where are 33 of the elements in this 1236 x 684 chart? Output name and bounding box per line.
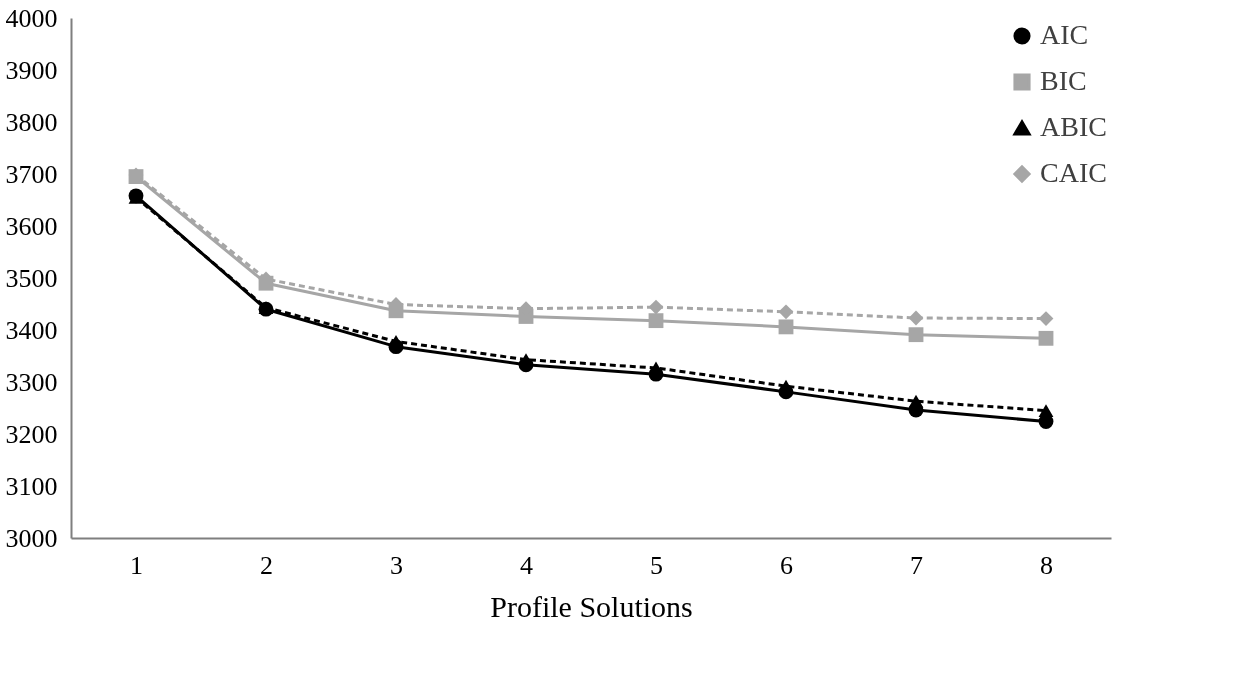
x-tick-label: 7 [910, 550, 923, 580]
legend-label: BIC [1040, 65, 1087, 96]
x-tick-label: 8 [1040, 550, 1053, 580]
y-tick-label: 3300 [5, 367, 58, 397]
y-tick-label: 3500 [5, 263, 58, 293]
y-tick-label: 3400 [5, 315, 58, 345]
y-tick-label: 3700 [5, 159, 58, 189]
y-tick-label: 4000 [5, 3, 58, 33]
y-tick-label: 3200 [5, 419, 58, 449]
y-tick-label: 3900 [5, 55, 58, 85]
point [778, 319, 794, 335]
point [1038, 404, 1054, 418]
y-tick-label: 3100 [5, 471, 58, 501]
y-tick-label: 3600 [5, 211, 58, 241]
x-tick-label: 3 [390, 550, 403, 580]
point [1038, 330, 1054, 346]
y-tick-label: 3000 [5, 523, 58, 553]
legend-label: AIC [1040, 19, 1089, 50]
y-tick-label: 3800 [5, 107, 58, 137]
legend-label: ABIC [1040, 111, 1107, 142]
point [908, 327, 924, 343]
point [648, 299, 664, 315]
point [648, 313, 664, 329]
point [908, 394, 924, 408]
x-tick-label: 4 [520, 550, 533, 580]
x-tick-label: 2 [260, 550, 273, 580]
x-tick-label: 5 [650, 550, 663, 580]
x-tick-label: 6 [780, 550, 793, 580]
point [778, 304, 794, 320]
legend-label: CAIC [1040, 157, 1107, 188]
x-tick-label: 1 [130, 550, 143, 580]
point [908, 310, 924, 326]
x-axis-title: Profile Solutions [490, 589, 693, 623]
